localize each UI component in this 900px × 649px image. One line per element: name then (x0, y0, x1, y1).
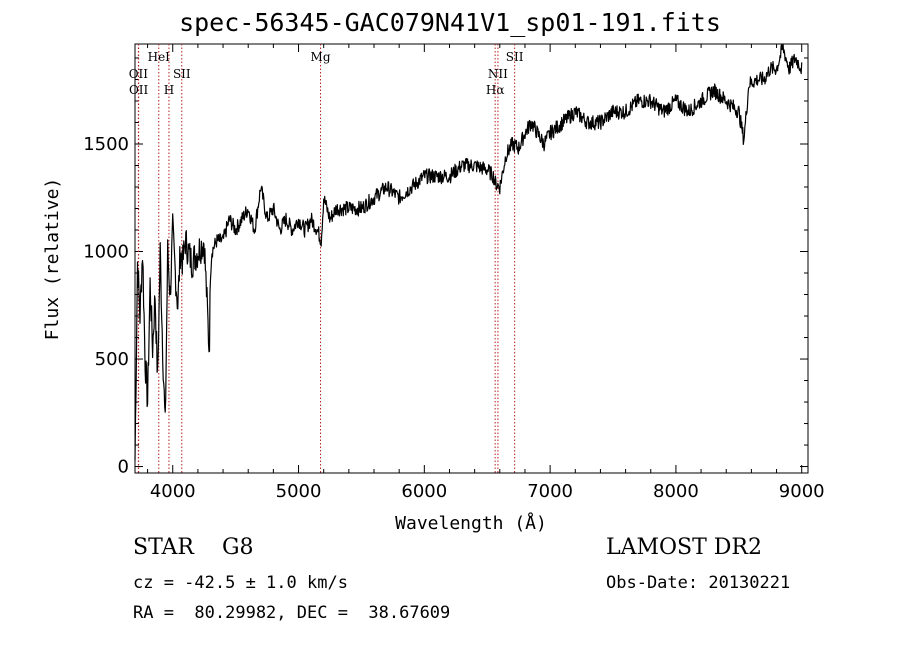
coordinates-label: RA = 80.29982, DEC = 38.67609 (133, 603, 451, 623)
x-tick-label: 6000 (401, 481, 447, 502)
x-tick-label: 5000 (276, 481, 322, 502)
spectral-line-label: HeI (148, 50, 171, 64)
spectrum-line (134, 43, 803, 461)
x-tick-label: 7000 (527, 481, 573, 502)
x-tick-label: 9000 (779, 481, 825, 502)
spectral-line-label: SII (506, 50, 524, 64)
y-tick-label: 1500 (83, 134, 129, 155)
y-tick-label: 1000 (83, 242, 129, 263)
spectral-line-label: OII (129, 67, 149, 81)
spectral-line-label: H (164, 83, 174, 97)
spectral-line-label: OII (129, 83, 149, 97)
x-tick-label: 4000 (150, 481, 196, 502)
x-tick-label: 8000 (653, 481, 699, 502)
chart-title: spec-56345-GAC079N41V1_sp01-191.fits (179, 8, 721, 37)
y-tick-label: 0 (118, 457, 129, 478)
object-class-label: STAR G8 (133, 535, 254, 560)
x-axis-label: Wavelength (Å) (395, 512, 547, 534)
spectral-line-label: SII (173, 67, 191, 81)
plot-frame (134, 43, 809, 474)
spectral-line-label: NII (488, 67, 508, 81)
y-tick-label: 500 (95, 349, 129, 370)
spectral-line-label: Hα (486, 83, 505, 97)
redshift-label: cz = -42.5 ± 1.0 km/s (133, 573, 348, 593)
survey-label: LAMOST DR2 (606, 535, 762, 560)
spectral-line-label: Mg (311, 50, 331, 64)
y-axis-label: Flux (relative) (42, 178, 63, 341)
obs-date-label: Obs-Date: 20130221 (606, 573, 791, 593)
